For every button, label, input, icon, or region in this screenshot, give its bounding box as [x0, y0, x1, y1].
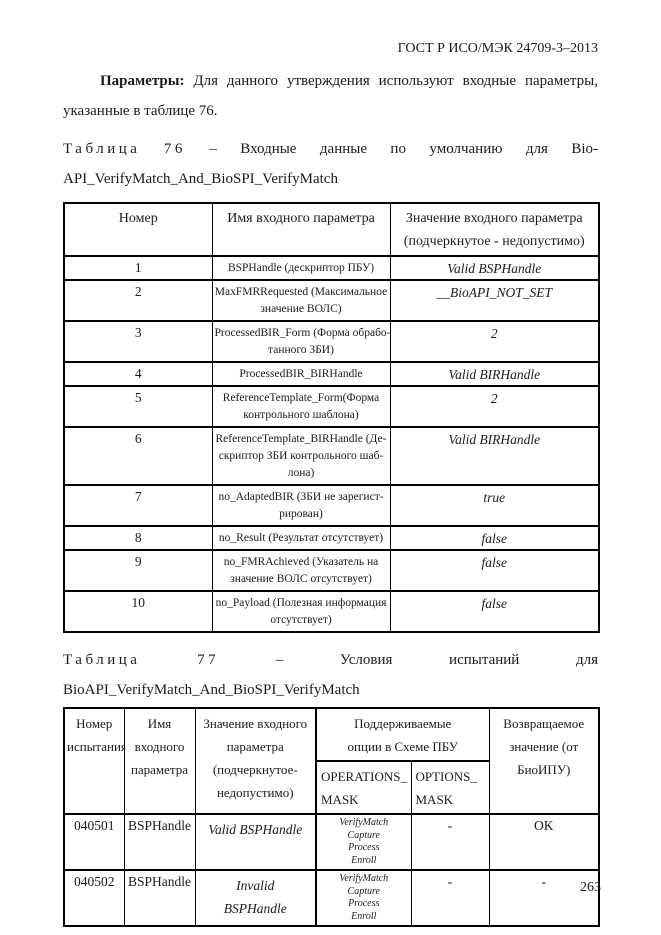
table-row: 040501 BSPHandle Valid BSPHandle VerifyM… [63, 813, 600, 871]
table76-header-row: Номер Имя входного параметра Значение вх… [63, 202, 600, 257]
table77-header-row-1: Номер испытания Имя входного параметра З… [63, 707, 600, 815]
table77-col-param-value: Значение входного параметра (подчеркнуто… [194, 707, 317, 815]
paragraph-bold-label: Параметры: [100, 73, 185, 89]
test-param-value: Invalid BSPHandle [194, 869, 317, 927]
test-operations-mask: VerifyMatch Capture Process Enroll [315, 869, 412, 927]
table-row: 3 ProcessedBIR_Form (Форма обрабо- танно… [63, 320, 600, 363]
row-param-name: BSPHandle (дескриптор ПБУ) [211, 255, 391, 281]
table77-caption: Таблица 77 – Условия испытаний для BioAP… [63, 645, 598, 705]
row-param-value: Valid BSPHandle [389, 255, 600, 281]
row-number: 4 [63, 361, 213, 387]
caption-word-table: Таблица [63, 652, 141, 668]
test-operations-mask: VerifyMatch Capture Process Enroll [315, 813, 412, 871]
row-param-value: __BioAPI_NOT_SET [389, 279, 600, 322]
caption-dash: – [275, 652, 284, 668]
test-id: 040501 [63, 813, 125, 871]
row-param-value: false [389, 525, 600, 551]
table76-caption-line-2: API_VerifyMatch_And_BioSPI_VerifyMatch [63, 171, 338, 187]
paragraph-text: Для данного утверждения используют входн… [193, 73, 599, 89]
row-number: 2 [63, 279, 213, 322]
row-param-value: false [389, 590, 600, 633]
test-id: 040502 [63, 869, 125, 927]
standard-header: ГОСТ Р ИСО/МЭК 24709-3–2013 [397, 41, 598, 56]
table77-header-row-2: OPERATIONS_ MASK OPTIONS_ MASK [64, 760, 599, 815]
row-number: 6 [63, 426, 213, 486]
row-param-value: 2 [389, 385, 600, 428]
table-row: 8 no_Result (Результат отсутствует) fals… [63, 525, 600, 551]
table76-col-number: Номер [63, 202, 213, 257]
table76-caption-line-1: Таблица 76 – Входные данные по умолчанию… [63, 134, 598, 164]
row-param-name: no_Result (Результат отсутствует) [211, 525, 391, 551]
table-row: 040502 BSPHandle Invalid BSPHandle Verif… [63, 869, 600, 927]
row-param-value: Valid BIRHandle [389, 426, 600, 486]
row-param-name: no_FMRAchieved (Указатель на значение ВО… [211, 549, 391, 592]
table77-col-supported-options: Поддерживаемые опции в Схеме ПБУ [315, 707, 490, 762]
row-number: 1 [63, 255, 213, 281]
test-param-name: BSPHandle [123, 869, 196, 927]
table77-col-test-number: Номер испытания [63, 707, 125, 815]
table77-col-returned-value: Возвращаемое значение (от БиоИПУ) [488, 707, 600, 815]
test-options-mask: - [410, 869, 490, 927]
table77-subcol-operations-mask: OPERATIONS_ MASK [315, 760, 412, 815]
row-param-name: ProcessedBIR_Form (Форма обрабо- танного… [211, 320, 391, 363]
table76-caption: Таблица 76 – Входные данные по умолчанию… [63, 134, 598, 194]
table-row: 4 ProcessedBIR_BIRHandle Valid BIRHandle [63, 361, 600, 387]
table-row: 10 no_Payload (Полезная информация отсут… [63, 590, 600, 633]
row-param-name: ReferenceTemplate_Form(Форма контрольног… [211, 385, 391, 428]
paragraph-line-2: указанные в таблице 76. [63, 103, 218, 119]
row-param-name: no_Payload (Полезная информация отсутств… [211, 590, 391, 633]
row-number: 8 [63, 525, 213, 551]
row-param-name: ReferenceTemplate_BIRHandle (Де- скрипто… [211, 426, 391, 486]
row-param-value: false [389, 549, 600, 592]
row-number: 7 [63, 484, 213, 527]
table-row: 1 BSPHandle (дескриптор ПБУ) Valid BSPHa… [63, 255, 600, 281]
table77-caption-line-2: BioAPI_VerifyMatch_And_BioSPI_VerifyMatc… [63, 682, 360, 698]
table-row: 9 no_FMRAchieved (Указатель на значение … [63, 549, 600, 592]
test-param-value: Valid BSPHandle [194, 813, 317, 871]
caption-dash: – [209, 141, 217, 157]
table77-subcol-options-mask: OPTIONS_ MASK [410, 760, 490, 815]
test-param-name: BSPHandle [123, 813, 196, 871]
row-number: 10 [63, 590, 213, 633]
caption-table-number: 77 [197, 652, 220, 668]
table77-col-param-name: Имя входного параметра [123, 707, 196, 815]
page-content: ГОСТ Р ИСО/МЭК 24709-3–2013 Параметры: Д… [63, 40, 600, 927]
caption-table-number: 76 [163, 141, 186, 157]
caption-title-text: Входные данные по умолчанию для Bio- [240, 141, 599, 157]
paragraph-line-1: Параметры: Для данного утверждения испол… [63, 66, 598, 96]
row-param-name: MaxFMRRequested (Максимальное значение В… [211, 279, 391, 322]
table76-col-name: Имя входного параметра [211, 202, 391, 257]
row-param-value: Valid BIRHandle [389, 361, 600, 387]
table-row: 7 no_AdaptedBIR (ЗБИ не зарегист- рирова… [63, 484, 600, 527]
row-number: 9 [63, 549, 213, 592]
row-number: 5 [63, 385, 213, 428]
page-number: 263 [580, 880, 601, 895]
table76-col-value: Значение входного параметра (подчеркнуто… [389, 202, 600, 257]
row-param-name: ProcessedBIR_BIRHandle [211, 361, 391, 387]
parameters-paragraph: Параметры: Для данного утверждения испол… [63, 66, 598, 126]
table-row: 5 ReferenceTemplate_Form(Форма контрольн… [63, 385, 600, 428]
row-param-value: 2 [389, 320, 600, 363]
test-returned-value: - [488, 869, 600, 927]
caption-word-table: Таблица [63, 141, 141, 157]
row-number: 3 [63, 320, 213, 363]
caption-title-text: Условия испытаний для [339, 652, 599, 668]
table77-caption-line-1: Таблица 77 – Условия испытаний для [63, 645, 598, 675]
table-row: 2 MaxFMRRequested (Максимальное значение… [63, 279, 600, 322]
row-param-value: true [389, 484, 600, 527]
test-returned-value: OK [488, 813, 600, 871]
test-options-mask: - [410, 813, 490, 871]
table-77: Номер испытания Имя входного параметра З… [63, 707, 600, 927]
table-76: Номер Имя входного параметра Значение вх… [63, 202, 600, 633]
row-param-name: no_AdaptedBIR (ЗБИ не зарегист- рирован) [211, 484, 391, 527]
table-row: 6 ReferenceTemplate_BIRHandle (Де- скрип… [63, 426, 600, 486]
